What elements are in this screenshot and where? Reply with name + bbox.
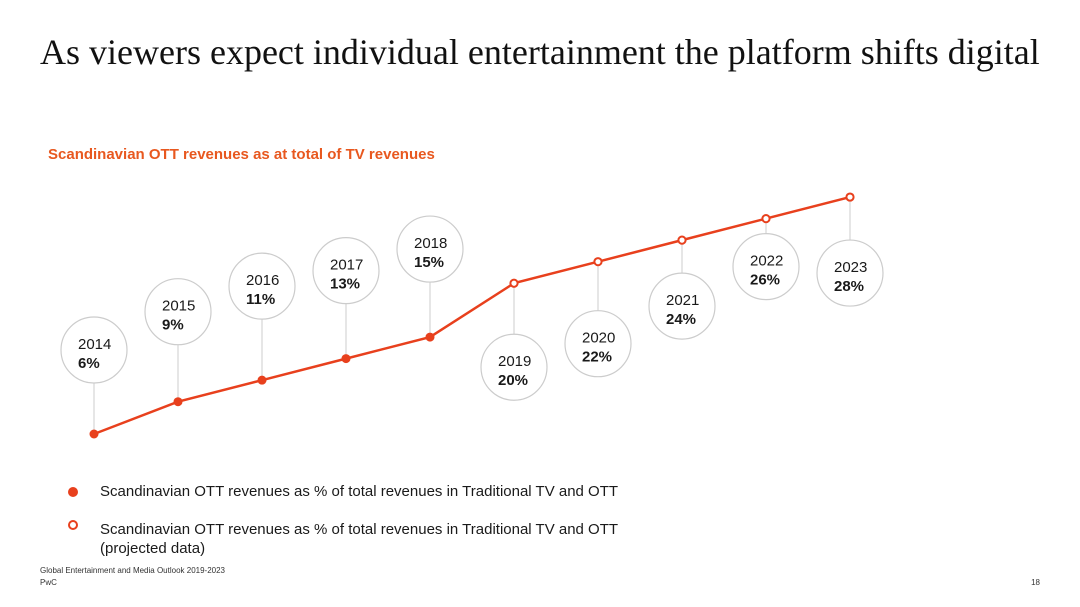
value-bubble xyxy=(480,333,548,401)
data-point-projected xyxy=(845,192,855,202)
value-bubble xyxy=(564,310,632,378)
data-point xyxy=(425,332,435,342)
value-bubble xyxy=(396,215,464,283)
page-title: As viewers expect individual entertainme… xyxy=(40,32,1040,72)
data-label: 28% xyxy=(834,278,864,295)
x-tick-label: 2018 xyxy=(414,235,447,252)
value-bubble xyxy=(816,239,884,307)
value-bubble xyxy=(228,252,296,320)
page-number: 18 xyxy=(1031,578,1040,587)
data-points xyxy=(89,192,855,439)
value-bubbles: 2014 6% 2015 9% 2016 11% 2017 13% 2018 15% 2019 20%… xyxy=(60,215,884,401)
data-point xyxy=(173,397,183,407)
legend-item-actual: Scandinavian OTT revenues as % of total … xyxy=(66,482,618,501)
data-label: 11% xyxy=(246,291,275,308)
x-tick-label: 2021 xyxy=(666,292,699,309)
legend-label-projected: Scandinavian OTT revenues as % of total … xyxy=(100,521,619,538)
value-bubble xyxy=(732,233,800,301)
x-tick-label: 2019 xyxy=(498,353,531,370)
data-point xyxy=(89,429,99,439)
guide-lines xyxy=(93,197,851,434)
footer-brand: PwC xyxy=(40,578,57,587)
value-bubble xyxy=(144,278,212,346)
legend-label-actual: Scandinavian OTT revenues as % of total … xyxy=(100,483,619,500)
value-bubble xyxy=(648,272,716,340)
data-label: 20% xyxy=(498,372,528,389)
data-point-projected xyxy=(677,235,687,245)
data-label: 15% xyxy=(414,254,444,271)
x-tick-label: 2017 xyxy=(330,257,363,274)
x-tick-label: 2015 xyxy=(162,298,195,315)
legend-item-projected: Scandinavian OTT revenues as % of total … xyxy=(66,520,618,558)
x-tick-label: 2014 xyxy=(78,336,111,353)
legend-filled-dot-icon xyxy=(66,482,100,500)
x-tick-label: 2023 xyxy=(834,259,867,276)
legend-hollow-dot-icon xyxy=(66,520,100,538)
data-point xyxy=(257,375,267,385)
chart-title: Scandinavian OTT revenues as at total of… xyxy=(48,146,435,163)
x-tick-label: 2022 xyxy=(750,253,783,270)
data-label: 13% xyxy=(330,276,360,293)
value-bubble xyxy=(312,237,380,305)
data-label: 9% xyxy=(162,317,184,334)
footer-source: Global Entertainment and Media Outlook 2… xyxy=(40,566,226,575)
data-point-projected xyxy=(593,257,603,267)
x-tick-label: 2016 xyxy=(246,272,279,289)
legend-label-projected-note: (projected data) xyxy=(100,540,206,557)
data-label: 24% xyxy=(666,311,696,328)
data-point-projected xyxy=(509,278,519,288)
data-point-projected xyxy=(761,214,771,224)
line-chart: 2014 6% 2015 9% 2016 11% 2017 13% 2018 15% 2019 20%… xyxy=(60,192,884,439)
series-line xyxy=(93,195,851,436)
data-point xyxy=(341,354,351,364)
x-tick-label: 2020 xyxy=(582,330,615,347)
data-label: 22% xyxy=(582,349,612,366)
data-label: 6% xyxy=(78,355,100,372)
data-label: 26% xyxy=(750,272,780,289)
value-bubble xyxy=(60,316,128,384)
